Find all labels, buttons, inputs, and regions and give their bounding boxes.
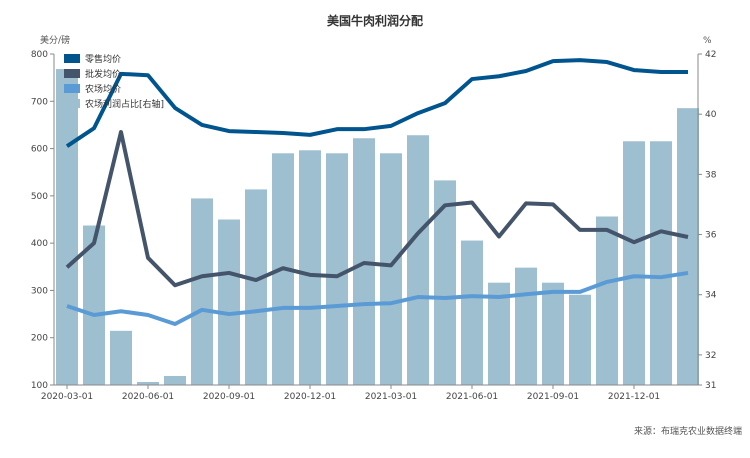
bar-2021-01: [326, 153, 348, 385]
legend-swatch: [64, 99, 80, 108]
line-series-2: [66, 270, 689, 327]
y-right-tick-label: 32: [705, 351, 716, 361]
x-tick-label: 2021-03-01: [365, 392, 417, 402]
legend-label: 农场利润占比[右轴]: [85, 98, 164, 110]
legend-swatch: [64, 54, 80, 63]
y-left-tick-label: 500: [31, 192, 48, 202]
legend-label: 零售均价: [85, 53, 121, 65]
x-tick-label: 2021-06-01: [446, 392, 498, 402]
x-tick-label: 2021-12-01: [608, 392, 660, 402]
source-note: 来源：布瑞克农业数据终端: [634, 425, 742, 437]
bar-2021-03: [380, 153, 402, 385]
y-left-label: 美分/磅: [40, 34, 70, 46]
bar-2020-08: [191, 198, 213, 385]
x-tick-label: 2020-03-01: [41, 392, 93, 402]
bar-2020-03: [56, 69, 78, 385]
bar-2021-07: [488, 282, 510, 385]
y-left-tick-label: 600: [31, 145, 48, 155]
bar-2021-10: [569, 294, 591, 385]
bar-2020-12: [299, 150, 321, 385]
y-left-tick-label: 700: [31, 97, 48, 107]
bar-2020-04: [83, 225, 105, 385]
chart-title: 美国牛肉利润分配: [327, 13, 423, 28]
bar-2021-04: [407, 135, 429, 385]
bar-2022-02: [677, 108, 699, 385]
bar-2021-12: [623, 141, 645, 385]
legend-label: 批发均价: [85, 68, 121, 80]
y-right-tick-label: 42: [705, 50, 716, 60]
bar-2021-11: [596, 216, 618, 385]
x-tick-label: 2021-09-01: [527, 392, 579, 402]
bar-2021-09: [542, 282, 564, 385]
bar-2022-01: [650, 141, 672, 385]
y-right-label: %: [703, 36, 712, 46]
x-tick-label: 2020-09-01: [203, 392, 255, 402]
y-left-tick-label: 100: [31, 381, 48, 391]
bar-2020-07: [164, 375, 186, 385]
y-right-tick-label: 36: [705, 231, 717, 241]
legend-label: 农场均价: [85, 83, 121, 95]
x-tick-label: 2020-12-01: [284, 392, 336, 402]
y-right-tick-label: 34: [705, 291, 717, 301]
legend-swatch: [64, 69, 80, 78]
y-left-tick-label: 200: [31, 334, 48, 344]
line-series-1: [65, 130, 689, 288]
x-tick-label: 2020-06-01: [122, 392, 174, 402]
bar-2021-06: [461, 240, 483, 385]
bar-2020-09: [218, 219, 240, 385]
y-right-tick-label: 31: [705, 381, 716, 391]
bar-2021-05: [434, 180, 456, 385]
bar-2020-10: [245, 189, 267, 385]
y-right-tick-label: 38: [705, 170, 717, 180]
legend-swatch: [64, 84, 80, 93]
y-left-tick-label: 800: [31, 50, 48, 60]
line-series-0: [65, 58, 688, 148]
y-right-tick-label: 40: [705, 110, 717, 120]
y-left-tick-label: 300: [31, 286, 48, 296]
bar-2021-08: [515, 267, 537, 385]
y-left-tick-label: 400: [31, 239, 48, 249]
bar-2020-05: [110, 330, 132, 385]
bar-2020-06: [137, 381, 159, 385]
